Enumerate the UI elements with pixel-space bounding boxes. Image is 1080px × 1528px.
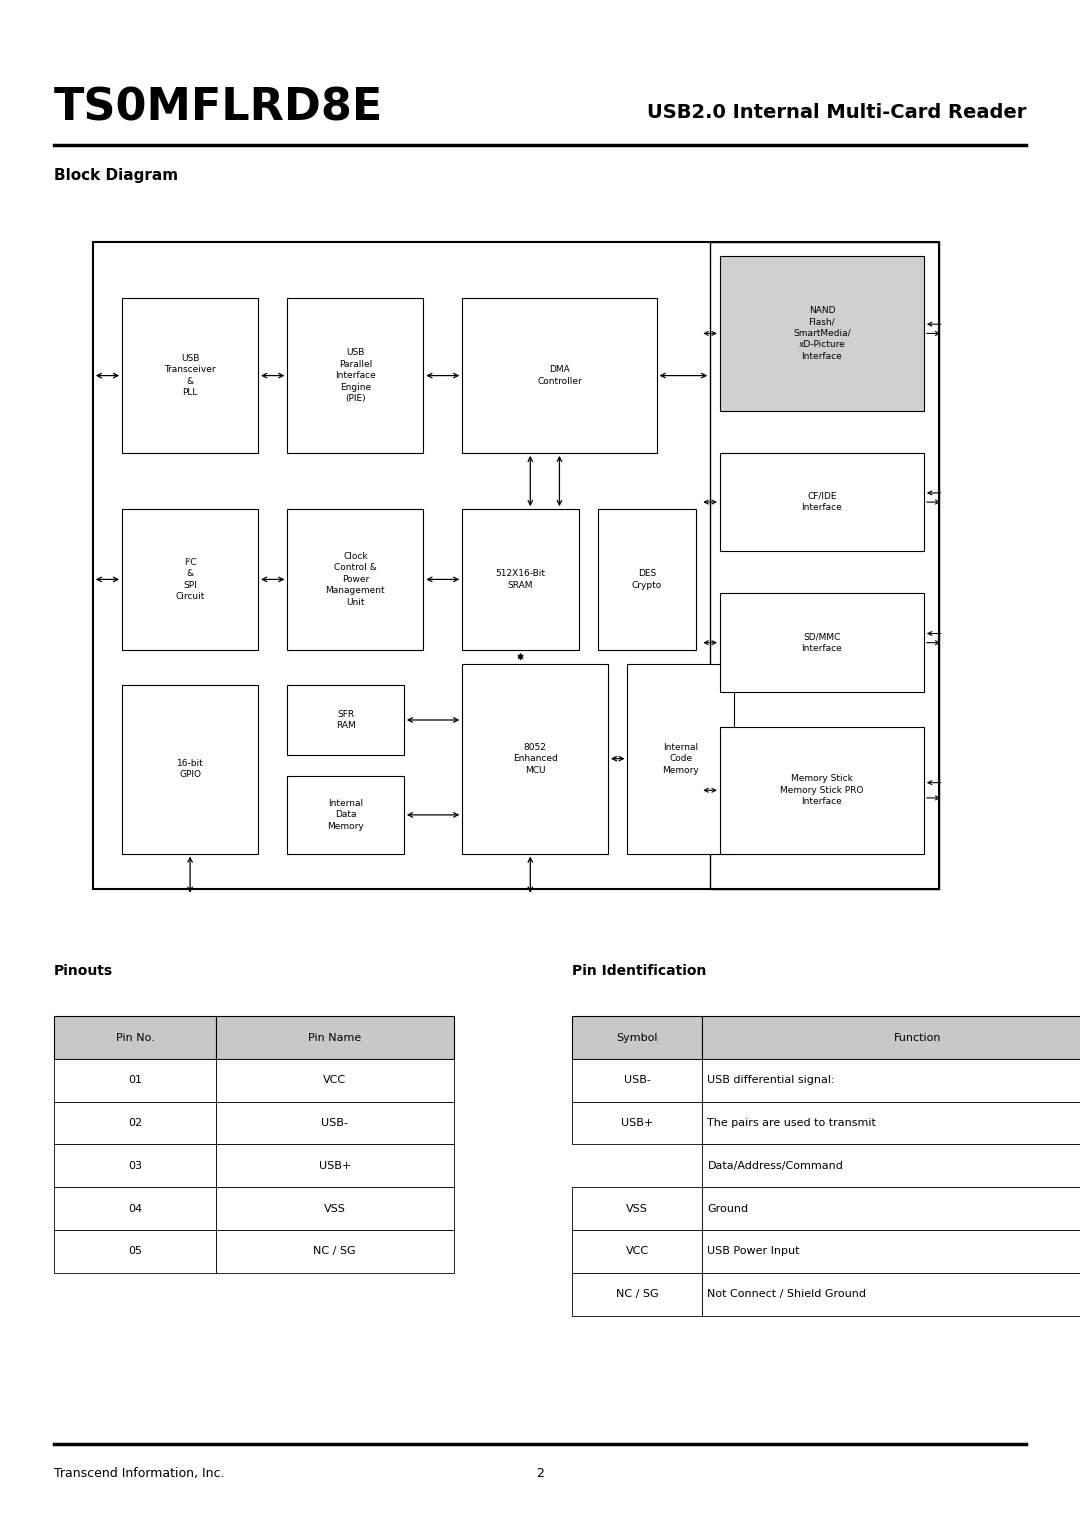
Text: Block Diagram: Block Diagram <box>54 168 178 183</box>
FancyBboxPatch shape <box>216 1059 454 1102</box>
FancyBboxPatch shape <box>572 1102 702 1144</box>
Text: 8052
Enhanced
MCU: 8052 Enhanced MCU <box>513 743 557 775</box>
FancyBboxPatch shape <box>572 1187 702 1230</box>
Text: Data/Address/Command: Data/Address/Command <box>707 1161 843 1170</box>
FancyBboxPatch shape <box>702 1144 1080 1187</box>
FancyBboxPatch shape <box>702 1230 1080 1273</box>
FancyBboxPatch shape <box>598 509 696 649</box>
Text: USB Power Input: USB Power Input <box>707 1247 800 1256</box>
FancyBboxPatch shape <box>719 593 923 692</box>
Text: 04: 04 <box>127 1204 143 1213</box>
FancyBboxPatch shape <box>216 1144 454 1187</box>
FancyBboxPatch shape <box>122 509 258 649</box>
FancyBboxPatch shape <box>702 1059 1080 1102</box>
FancyBboxPatch shape <box>572 1059 702 1102</box>
FancyBboxPatch shape <box>462 509 579 649</box>
Text: 02: 02 <box>127 1118 143 1128</box>
Text: VSS: VSS <box>324 1204 346 1213</box>
Text: 05: 05 <box>129 1247 141 1256</box>
FancyBboxPatch shape <box>54 1016 216 1059</box>
FancyBboxPatch shape <box>719 452 923 552</box>
FancyBboxPatch shape <box>216 1016 454 1059</box>
FancyBboxPatch shape <box>702 1187 1080 1230</box>
Text: NAND
Flash/
SmartMedia/
xD-Picture
Interface: NAND Flash/ SmartMedia/ xD-Picture Inter… <box>793 306 851 361</box>
Text: 2: 2 <box>536 1467 544 1481</box>
FancyBboxPatch shape <box>462 663 608 854</box>
FancyBboxPatch shape <box>122 685 258 854</box>
Text: USB+: USB+ <box>319 1161 351 1170</box>
Text: VCC: VCC <box>323 1076 347 1085</box>
FancyBboxPatch shape <box>702 1273 1080 1316</box>
FancyBboxPatch shape <box>54 1059 216 1102</box>
Text: NC / SG: NC / SG <box>616 1290 659 1299</box>
Text: 512X16-Bit
SRAM: 512X16-Bit SRAM <box>496 570 545 590</box>
Text: TS0MFLRD8E: TS0MFLRD8E <box>54 87 383 130</box>
FancyBboxPatch shape <box>122 298 258 452</box>
Text: DES
Crypto: DES Crypto <box>632 570 662 590</box>
Text: Internal
Code
Memory: Internal Code Memory <box>662 743 700 775</box>
Text: Function: Function <box>894 1033 942 1042</box>
Text: USB2.0 Internal Multi-Card Reader: USB2.0 Internal Multi-Card Reader <box>647 104 1026 122</box>
Text: 03: 03 <box>129 1161 141 1170</box>
Text: DMA
Controller: DMA Controller <box>537 365 582 385</box>
Text: Pin Name: Pin Name <box>308 1033 362 1042</box>
Text: SFR
RAM: SFR RAM <box>336 711 355 730</box>
FancyBboxPatch shape <box>216 1102 454 1144</box>
FancyBboxPatch shape <box>462 298 657 452</box>
Text: Internal
Data
Memory: Internal Data Memory <box>327 799 364 831</box>
FancyBboxPatch shape <box>287 685 404 755</box>
FancyBboxPatch shape <box>54 1187 216 1230</box>
Text: USB
Transceiver
&
PLL: USB Transceiver & PLL <box>164 354 216 397</box>
Text: Clock
Control &
Power
Management
Unit: Clock Control & Power Management Unit <box>325 552 386 607</box>
Text: 16-bit
GPIO: 16-bit GPIO <box>177 759 203 779</box>
Text: 01: 01 <box>129 1076 141 1085</box>
Text: Not Connect / Shield Ground: Not Connect / Shield Ground <box>707 1290 866 1299</box>
Text: Ground: Ground <box>707 1204 748 1213</box>
Text: Pinouts: Pinouts <box>54 964 113 978</box>
Text: USB+: USB+ <box>621 1118 653 1128</box>
Text: USB differential signal:: USB differential signal: <box>707 1076 835 1085</box>
Text: SD/MMC
Interface: SD/MMC Interface <box>801 633 842 652</box>
Text: USB-: USB- <box>322 1118 348 1128</box>
FancyBboxPatch shape <box>719 727 923 854</box>
FancyBboxPatch shape <box>54 1230 216 1273</box>
Text: USB-: USB- <box>624 1076 650 1085</box>
FancyBboxPatch shape <box>216 1187 454 1230</box>
Text: Pin No.: Pin No. <box>116 1033 154 1042</box>
Text: I²C
&
SPI
Circuit: I²C & SPI Circuit <box>175 558 205 601</box>
FancyBboxPatch shape <box>702 1102 1080 1144</box>
Text: USB
Parallel
Interface
Engine
(PIE): USB Parallel Interface Engine (PIE) <box>335 348 376 403</box>
FancyBboxPatch shape <box>287 298 423 452</box>
FancyBboxPatch shape <box>719 257 923 411</box>
FancyBboxPatch shape <box>572 1016 702 1059</box>
FancyBboxPatch shape <box>287 509 423 649</box>
Text: Pin Identification: Pin Identification <box>572 964 706 978</box>
FancyBboxPatch shape <box>54 1102 216 1144</box>
FancyBboxPatch shape <box>572 1273 702 1316</box>
Text: The pairs are used to transmit: The pairs are used to transmit <box>707 1118 876 1128</box>
FancyBboxPatch shape <box>702 1016 1080 1059</box>
Text: Transcend Information, Inc.: Transcend Information, Inc. <box>54 1467 225 1481</box>
Text: Memory Stick
Memory Stick PRO
Interface: Memory Stick Memory Stick PRO Interface <box>780 775 864 807</box>
FancyBboxPatch shape <box>216 1230 454 1273</box>
FancyBboxPatch shape <box>54 1144 216 1187</box>
Text: VSS: VSS <box>626 1204 648 1213</box>
Text: NC / SG: NC / SG <box>313 1247 356 1256</box>
FancyBboxPatch shape <box>287 776 404 854</box>
FancyBboxPatch shape <box>572 1230 702 1273</box>
FancyBboxPatch shape <box>627 663 734 854</box>
Text: CF/IDE
Interface: CF/IDE Interface <box>801 492 842 512</box>
Text: VCC: VCC <box>625 1247 649 1256</box>
Text: Symbol: Symbol <box>617 1033 658 1042</box>
